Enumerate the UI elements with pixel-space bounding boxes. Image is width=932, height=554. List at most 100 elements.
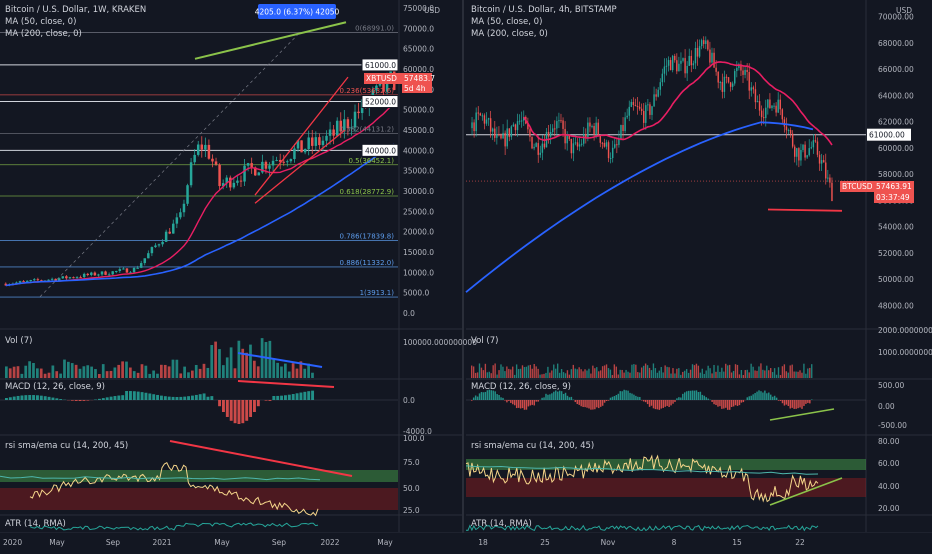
right-macd-bar (577, 400, 578, 404)
left-macd-bar (300, 393, 303, 400)
right-candle (777, 100, 778, 113)
right-macd-bar (801, 400, 802, 409)
right-macd-bar (479, 393, 480, 400)
right-candle (494, 129, 495, 138)
right-time-label: 22 (795, 538, 805, 547)
right-candle (575, 142, 576, 143)
right-volume-bar (526, 367, 527, 378)
right-macd-title: MACD (12, 26, close, 9) (471, 382, 571, 392)
left-volume-bar (210, 345, 213, 378)
left-volume-bar (133, 371, 136, 378)
right-volume-bar (674, 373, 675, 378)
left-candle (115, 271, 117, 272)
right-macd-bar (799, 400, 800, 407)
fib-level-label: 1(3913.1) (360, 289, 395, 297)
left-candle (208, 145, 210, 159)
left-candle (86, 274, 88, 275)
right-macd-bar (729, 400, 730, 410)
left-volume-bar (117, 365, 120, 378)
right-macd-bar (504, 400, 505, 401)
left-macd-bar (241, 400, 244, 423)
right-volume-bar (633, 364, 634, 378)
left-macd-bar (207, 397, 210, 400)
left-macd-bar (176, 397, 179, 400)
right-macd-tick-2: -500.00 (878, 421, 907, 430)
left-candle (307, 137, 309, 149)
left-candle (122, 268, 124, 269)
left-macd-bar (179, 397, 182, 400)
left-macd-bar (145, 393, 148, 400)
left-volume-bar (311, 373, 314, 378)
left-candle (83, 274, 85, 277)
left-candle (243, 166, 245, 182)
right-volume-bar (754, 370, 755, 378)
right-volume-bar (500, 364, 501, 378)
right-candle (513, 124, 514, 126)
right-macd-bar (510, 400, 511, 403)
left-candle (79, 277, 81, 278)
right-volume-bar (774, 368, 775, 378)
left-candle (154, 245, 156, 247)
right-volume-bar (541, 374, 542, 378)
right-candle (478, 113, 479, 114)
right-macd-bar (522, 400, 523, 408)
right-macd-bar (793, 400, 794, 409)
left-volume-bar (199, 369, 202, 378)
right-candle (722, 82, 723, 92)
right-candle (666, 66, 667, 67)
left-volume-bar (52, 365, 55, 378)
right-volume-bar (692, 364, 693, 378)
right-candle (703, 40, 704, 44)
right-macd-bar (766, 393, 767, 400)
right-candle (753, 87, 754, 89)
right-macd-bar (762, 393, 763, 400)
right-volume-bar (481, 368, 482, 378)
right-macd-bar (639, 397, 640, 400)
right-volume-bar (494, 363, 495, 378)
right-volume-bar (760, 363, 761, 378)
left-candle (265, 162, 267, 169)
right-volume-bar (653, 363, 654, 378)
right-macd-bar (498, 395, 499, 400)
right-candle (771, 106, 772, 108)
left-candle (22, 281, 24, 282)
right-candle (794, 147, 795, 157)
right-macd-bar (706, 397, 707, 400)
left-price-tick: 70000.0 (403, 24, 434, 33)
right-macd-bar (694, 391, 695, 400)
right-candle (746, 70, 747, 72)
right-macd-bar (590, 400, 591, 410)
right-macd-bar (512, 400, 513, 404)
right-macd-bar (674, 400, 675, 402)
right-volume-bar (512, 367, 513, 378)
right-candle (502, 133, 503, 138)
right-volume-bar (629, 373, 630, 378)
right-volume-bar (661, 367, 662, 378)
left-candle (76, 277, 78, 278)
left-volume-bar (32, 363, 35, 378)
right-volume-bar (672, 368, 673, 378)
right-macd-bar (602, 400, 603, 406)
right-macd-bar (659, 400, 660, 410)
left-price-tick: 60000.0 (403, 65, 434, 74)
left-volume-bar (98, 374, 101, 378)
right-time-label: 8 (672, 538, 677, 547)
right-candle (490, 118, 491, 131)
right-price-tag: 57463.91 (876, 182, 912, 191)
right-candle (564, 129, 565, 143)
left-candle (268, 165, 270, 168)
right-macd-bar (700, 392, 701, 400)
right-candle (535, 143, 536, 147)
right-macd-bar (553, 392, 554, 400)
left-volume-bar (249, 345, 252, 378)
right-macd-bar (768, 393, 769, 400)
right-candle (556, 121, 557, 128)
left-candle (322, 141, 324, 145)
right-candle (517, 121, 518, 130)
left-candle (168, 232, 170, 234)
left-time-label: Sep (106, 538, 120, 547)
right-volume-bar (596, 367, 597, 378)
right-macd-bar (764, 391, 765, 400)
right-candle (612, 148, 613, 158)
